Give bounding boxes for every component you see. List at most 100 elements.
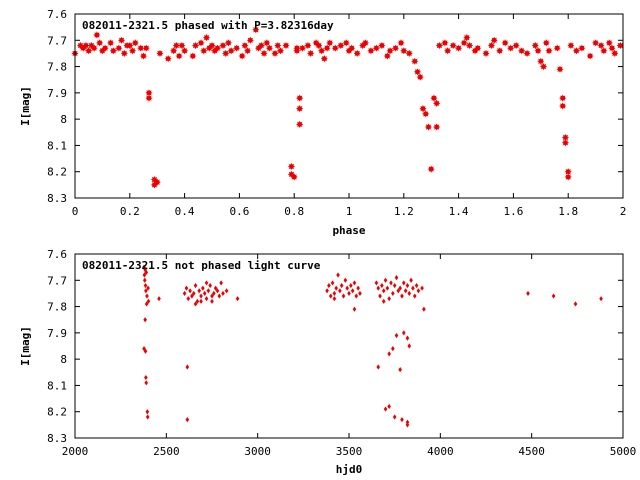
unphased-x-tick-label: 4000 (427, 445, 454, 458)
unphased-data-point (420, 285, 424, 291)
phased-data-point (208, 41, 216, 50)
phased-data-point (435, 41, 444, 50)
unphased-data-point (195, 298, 200, 304)
phased-data-point (189, 52, 197, 60)
phased-data-point (296, 94, 304, 102)
unphased-data-point (551, 293, 556, 299)
phased-data-point (115, 44, 123, 52)
unphased-data-point (350, 288, 355, 294)
unphased-data-point (142, 346, 146, 352)
unphased-data-point (352, 280, 357, 286)
phased-y-axis: 7.6 7.7 7.8 7.9 8 8.1 8.2 8.3 (47, 8, 623, 205)
phased-data-point (337, 41, 345, 50)
unphased-data-point (398, 367, 402, 373)
phased-data-point (290, 173, 298, 181)
phased-data-point (219, 41, 227, 50)
phased-data-point (600, 47, 608, 55)
unphased-data-point (204, 280, 209, 286)
phased-light-curve-chart: 0 0.2 0.4 0.6 0.8 1 1.2 1.4 1.6 1.8 2 7.6 7.7 7.8 7.9… (19, 8, 626, 237)
unphased-data-point (221, 290, 225, 297)
unphased-data-point (407, 343, 412, 349)
unphased-data-point (380, 282, 384, 289)
phased-data-point (463, 34, 471, 42)
phased-data-point (263, 39, 271, 47)
unphased-data-point (325, 288, 329, 294)
unphased-data-point (383, 406, 388, 412)
unphased-chart-title: 082011-2321.5 not phased light curve (82, 259, 321, 272)
unphased-plot-points (142, 264, 603, 428)
unphased-light-curve-chart: 2000 2500 3000 3500 4000 4500 5000 7.67.77.87.… (19, 248, 636, 476)
phased-data-point (372, 44, 380, 52)
phased-data-point (107, 39, 115, 47)
phased-x-tick-label: 1.2 (394, 205, 414, 218)
phased-data-point (320, 55, 328, 63)
unphased-data-point (185, 417, 190, 423)
phased-data-point (430, 94, 438, 102)
phased-plot-frame (74, 13, 624, 199)
phased-data-point (572, 47, 581, 55)
unphased-x-tick-label: 5000 (610, 445, 637, 458)
unphased-data-point (392, 282, 397, 289)
unphased-data-point (190, 293, 194, 299)
phased-data-point (348, 44, 356, 52)
phased-data-point (391, 44, 400, 52)
unphased-y-tick-label: 8.3 (47, 432, 67, 445)
unphased-data-point (573, 301, 578, 307)
unphased-data-point (184, 285, 189, 291)
unphased-data-point (394, 275, 399, 281)
unphased-data-point (332, 296, 337, 302)
phased-x-tick-label: 0.2 (120, 205, 140, 218)
unphased-data-point (387, 296, 391, 302)
unphased-y-tick-label: 7.6 (47, 248, 67, 261)
phased-data-point (137, 44, 145, 52)
phased-data-point (422, 110, 430, 118)
phased-data-point (449, 41, 457, 50)
phased-data-point (518, 47, 526, 55)
phased-data-point (411, 57, 419, 65)
phased-y-tick-label: 8.1 (47, 139, 67, 152)
unphased-y-tick-label: 8.1 (47, 379, 67, 392)
phased-data-point (542, 39, 550, 47)
phased-data-point (413, 68, 422, 76)
phased-data-point (553, 44, 561, 52)
phased-data-point (296, 105, 304, 113)
unphased-data-point (394, 332, 399, 339)
phased-data-point (539, 62, 548, 71)
unphased-data-point (389, 280, 393, 286)
unphased-data-point (381, 298, 386, 304)
unphased-data-point (217, 293, 222, 299)
unphased-data-point (391, 346, 395, 352)
unphased-data-point (142, 264, 146, 270)
unphased-data-point (526, 290, 530, 297)
phased-data-point (386, 47, 394, 55)
unphased-data-point (144, 269, 149, 275)
phased-data-point (465, 41, 474, 50)
unphased-y-tick-label: 7.8 (47, 301, 67, 314)
unphased-data-point (327, 282, 331, 289)
unphased-data-point (341, 293, 346, 299)
phased-data-point (120, 49, 128, 58)
unphased-data-point (343, 277, 348, 283)
unphased-data-point (356, 285, 360, 291)
phased-data-point (427, 165, 435, 173)
unphased-data-point (188, 288, 192, 294)
unphased-x-tick-label: 3500 (336, 445, 363, 458)
unphased-data-point (405, 419, 410, 425)
unphased-data-point (185, 364, 190, 370)
unphased-data-point (204, 296, 209, 302)
unphased-y-axis-label: I[mag] (19, 326, 32, 366)
phased-data-point (419, 105, 427, 113)
unphased-data-point (210, 293, 214, 299)
phased-data-point (304, 41, 312, 50)
unphased-data-point (339, 282, 344, 289)
phased-data-point (82, 41, 90, 50)
phased-data-point (224, 39, 233, 47)
phased-data-point (93, 31, 101, 39)
unphased-data-point (215, 288, 220, 294)
unphased-data-point (387, 351, 391, 357)
unphased-data-point (405, 282, 410, 289)
phased-data-point (323, 44, 331, 52)
phased-data-point (128, 47, 137, 55)
phased-x-tick-label: 0 (72, 205, 79, 218)
phased-data-point (298, 44, 307, 52)
